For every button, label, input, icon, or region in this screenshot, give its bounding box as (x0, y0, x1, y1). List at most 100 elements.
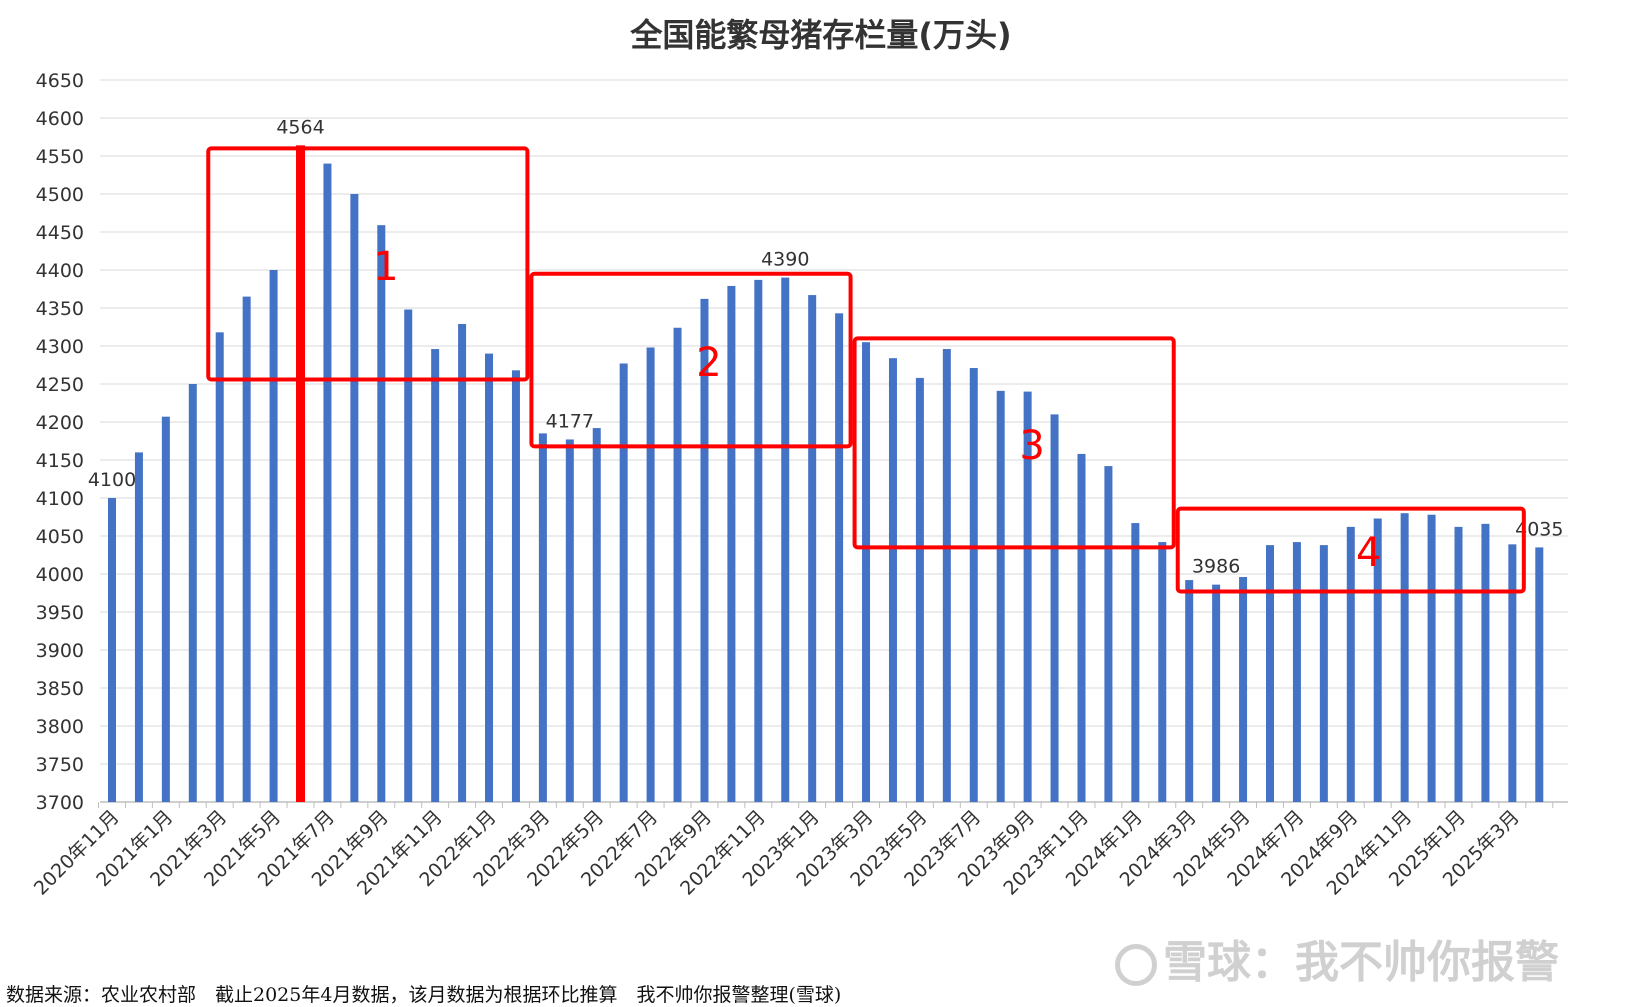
bar (1508, 544, 1517, 802)
bar (296, 145, 306, 803)
bar-series (108, 145, 1544, 803)
bar (134, 452, 143, 802)
y-tick-label: 3950 (36, 602, 84, 624)
bar (485, 353, 494, 802)
bar (862, 342, 871, 802)
bar (108, 498, 116, 802)
bar (538, 433, 547, 802)
bar (727, 285, 736, 803)
bar (565, 439, 574, 802)
bar (781, 277, 790, 803)
bar (511, 370, 520, 802)
bar (1050, 414, 1059, 802)
y-tick-label: 4400 (36, 260, 84, 282)
annotation-box (852, 336, 1176, 550)
bar (1373, 518, 1382, 802)
bar (1292, 542, 1301, 802)
y-tick-label: 3850 (36, 678, 84, 700)
data-label: 4035 (1515, 518, 1563, 540)
y-tick-label: 4350 (36, 298, 84, 320)
bar (1265, 545, 1274, 802)
bar (404, 309, 413, 802)
bar (350, 194, 359, 802)
bar (215, 332, 224, 802)
y-tick-label: 4150 (36, 450, 84, 472)
bar (1400, 513, 1409, 802)
gridlines (100, 79, 1568, 803)
annotation-label: 4 (1356, 530, 1381, 576)
data-label: 4177 (546, 410, 594, 432)
bar (1239, 577, 1248, 802)
chart-title: 全国能繁母猪存栏量(万头) (629, 16, 1011, 54)
bar (1158, 542, 1167, 802)
y-tick-label: 4550 (36, 146, 84, 168)
bar (1023, 391, 1032, 802)
annotation-box (206, 146, 530, 382)
annotation-label: 2 (696, 340, 721, 386)
y-tick-label: 4500 (36, 184, 84, 206)
bar (808, 295, 817, 802)
y-tick-label: 4450 (36, 222, 84, 244)
x-axis: 2020年11月2021年1月2021年3月2021年5月2021年7月2021… (30, 802, 1554, 900)
y-tick-label: 4050 (36, 526, 84, 548)
y-tick-label: 4650 (36, 70, 84, 92)
y-tick-label: 4300 (36, 336, 84, 358)
y-tick-label: 3700 (36, 792, 84, 814)
bar (673, 327, 682, 802)
bar (458, 323, 467, 802)
bar (619, 363, 628, 802)
annotation-boxes: 1 2 3 4 (206, 146, 1526, 594)
bar (269, 270, 278, 802)
bar (1454, 526, 1463, 802)
bar (835, 313, 844, 802)
y-tick-label: 3900 (36, 640, 84, 662)
bar (1481, 523, 1490, 802)
bar (915, 377, 924, 802)
bar (242, 296, 251, 802)
y-axis: 3700 3750 3800 3850 3900 3950 4000 4050 4100 4150… (36, 70, 84, 814)
bar (161, 416, 170, 802)
data-label: 3986 (1192, 556, 1240, 578)
bar (1427, 514, 1436, 802)
y-tick-label: 4200 (36, 412, 84, 434)
watermark-text: 雪球：我不帅你报警 (1163, 937, 1559, 988)
y-tick-label: 4100 (36, 488, 84, 510)
bar-chart: 全国能繁母猪存栏量(万头) 3700 3750 3800 3850 3900 3950 40… (30, 16, 1568, 900)
y-tick-label: 4600 (36, 108, 84, 130)
bar (1104, 466, 1113, 802)
watermark: 雪球：我不帅你报警 (1115, 926, 1559, 990)
bar (646, 347, 655, 802)
bar (1185, 580, 1194, 802)
footer-source: 数据来源：农业农村部 截止2025年4月数据，该月数据为根据环比推算 我不帅你报… (6, 984, 842, 1006)
bar (188, 384, 197, 802)
annotation-box (1175, 506, 1526, 594)
bar (700, 298, 709, 802)
y-tick-label: 3750 (36, 754, 84, 776)
bar (592, 428, 601, 802)
bar (942, 349, 951, 802)
bar (377, 225, 386, 802)
y-tick-label: 4250 (36, 374, 84, 396)
bar (1077, 453, 1086, 802)
data-label: 4390 (761, 249, 809, 271)
bar (1212, 584, 1221, 802)
data-label: 4564 (276, 116, 324, 138)
annotation-label: 3 (1019, 423, 1044, 469)
annotation-label: 1 (373, 244, 398, 290)
bar (969, 368, 978, 802)
data-label: 4100 (88, 469, 136, 491)
bar (431, 349, 440, 802)
data-labels: 4100 4564 4390 4177 3986 4035 (88, 116, 1564, 577)
bar (1319, 545, 1328, 802)
annotation-box (529, 271, 853, 449)
bar (1535, 547, 1544, 802)
y-tick-label: 3800 (36, 716, 84, 738)
bar (888, 358, 897, 802)
bar (1131, 523, 1140, 802)
y-tick-label: 4000 (36, 564, 84, 586)
bar (1346, 526, 1355, 802)
bar (754, 279, 763, 802)
snowball-logo-icon (1115, 944, 1157, 986)
bar (323, 163, 332, 803)
bar (996, 390, 1005, 802)
